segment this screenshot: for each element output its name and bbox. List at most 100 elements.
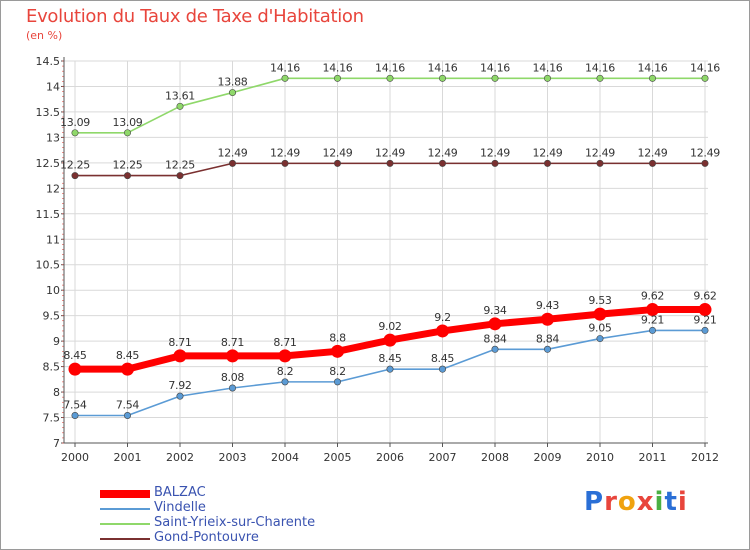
data-point-balzac (646, 303, 659, 317)
proxiti-logo: Proxiti (584, 487, 688, 517)
logo-letter: x (636, 487, 655, 517)
data-labels: 7.54 7.54 7.92 8.08 8.2 8.2 8.45 8.45 8.84 8.84 9.… (60, 61, 721, 411)
data-point-saint-yrieix-sur-charente (386, 74, 394, 82)
data-point-saint-yrieix-sur-charente (596, 74, 604, 82)
data-label-vindelle: 7.54 (63, 398, 87, 411)
data-label-vindelle: 8.2 (329, 365, 346, 378)
data-point-balzac (121, 362, 134, 376)
legend-item-saint-yrieix-sur-charente: Saint-Yrieix-sur-Charente (100, 515, 400, 532)
data-label-balzac: 9.02 (378, 320, 401, 333)
x-tick-label: 2003 (219, 451, 247, 464)
data-label-balzac: 9.53 (588, 294, 612, 307)
data-label-saint-yrieix-sur-charente: 14.16 (585, 61, 615, 74)
x-tick-label: 2010 (586, 451, 614, 464)
data-label-saint-yrieix-sur-charente: 13.88 (218, 76, 248, 89)
chart-subtitle: (en %) (26, 29, 63, 42)
data-label-saint-yrieix-sur-charente: 14.16 (323, 61, 353, 74)
data-point-vindelle (596, 335, 604, 343)
data-point-saint-yrieix-sur-charente (491, 74, 499, 82)
data-point-gond-pontouvre (596, 159, 604, 167)
data-label-gond-pontouvre: 12.49 (585, 146, 615, 159)
data-label-balzac: 8.8 (329, 331, 346, 344)
data-label-balzac: 9.62 (693, 290, 716, 303)
legend-label: Gond-Pontouvre (154, 530, 259, 545)
data-label-gond-pontouvre: 12.49 (690, 146, 720, 159)
data-point-saint-yrieix-sur-charente (124, 129, 132, 137)
y-tick-label: 12.5 (36, 157, 61, 170)
data-point-balzac (436, 324, 449, 338)
data-label-vindelle: 8.08 (221, 371, 245, 384)
x-tick-label: 2008 (481, 451, 509, 464)
data-label-balzac: 8.71 (221, 336, 244, 349)
data-point-vindelle (281, 378, 289, 386)
data-point-vindelle (386, 365, 394, 373)
data-label-gond-pontouvre: 12.49 (638, 146, 668, 159)
x-tick-label: 2006 (376, 451, 404, 464)
legend-label: Vindelle (154, 500, 206, 515)
data-label-gond-pontouvre: 12.49 (375, 146, 405, 159)
data-label-vindelle: 8.84 (536, 332, 560, 345)
legend-swatch (100, 523, 150, 525)
data-point-saint-yrieix-sur-charente (176, 102, 184, 110)
data-label-saint-yrieix-sur-charente: 13.09 (113, 116, 143, 129)
data-point-gond-pontouvre (281, 159, 289, 167)
y-tick-label: 11 (46, 233, 60, 246)
data-point-balzac (593, 307, 607, 321)
x-tick-label: 2005 (324, 451, 352, 464)
data-label-balzac: 9.43 (536, 299, 560, 312)
data-point-balzac (68, 362, 82, 376)
data-point-vindelle (648, 326, 656, 334)
data-point-vindelle (438, 365, 446, 373)
data-label-vindelle: 8.2 (277, 365, 294, 378)
legend-swatch (100, 538, 150, 540)
legend-item-vindelle: Vindelle (100, 500, 400, 517)
data-point-vindelle (229, 384, 237, 392)
data-point-balzac (173, 349, 187, 363)
data-point-balzac (383, 333, 397, 347)
logo-letter: o (617, 487, 637, 517)
data-label-saint-yrieix-sur-charente: 13.61 (165, 89, 195, 102)
data-label-gond-pontouvre: 12.49 (270, 146, 300, 159)
data-point-saint-yrieix-sur-charente (333, 74, 341, 82)
data-label-balzac: 9.2 (434, 311, 451, 324)
data-label-balzac: 8.71 (168, 336, 191, 349)
data-point-saint-yrieix-sur-charente (701, 74, 709, 82)
data-label-gond-pontouvre: 12.25 (60, 159, 90, 172)
data-label-balzac: 8.71 (273, 336, 296, 349)
x-tick-label: 2007 (429, 451, 457, 464)
data-point-vindelle (701, 326, 709, 334)
data-point-gond-pontouvre (491, 159, 499, 167)
logo-letter: t (664, 487, 678, 517)
legend-item-gond-pontouvre: Gond-Pontouvre (100, 530, 400, 547)
y-tick-label: 9 (53, 335, 60, 348)
data-point-saint-yrieix-sur-charente (229, 89, 237, 97)
data-label-vindelle: 8.84 (483, 332, 507, 345)
data-label-saint-yrieix-sur-charente: 14.16 (480, 61, 510, 74)
y-tick-label: 13.5 (36, 106, 61, 119)
data-point-vindelle (124, 411, 132, 419)
data-label-saint-yrieix-sur-charente: 14.16 (638, 61, 668, 74)
data-label-saint-yrieix-sur-charente: 14.16 (375, 61, 405, 74)
data-label-gond-pontouvre: 12.49 (428, 146, 458, 159)
y-tick-label: 14 (46, 80, 60, 93)
data-point-vindelle (176, 392, 184, 400)
data-label-vindelle: 8.45 (431, 352, 455, 365)
data-label-gond-pontouvre: 12.25 (165, 159, 195, 172)
data-point-vindelle (71, 411, 79, 419)
data-point-gond-pontouvre (176, 172, 184, 180)
data-label-gond-pontouvre: 12.49 (323, 146, 353, 159)
data-point-gond-pontouvre (648, 159, 656, 167)
x-tick-label: 2001 (114, 451, 142, 464)
y-tick-label: 8 (53, 386, 60, 399)
data-point-vindelle (543, 345, 551, 353)
data-point-gond-pontouvre (543, 159, 551, 167)
data-point-saint-yrieix-sur-charente (281, 74, 289, 82)
data-label-saint-yrieix-sur-charente: 14.16 (270, 61, 300, 74)
data-point-saint-yrieix-sur-charente (543, 74, 551, 82)
data-point-saint-yrieix-sur-charente (438, 74, 446, 82)
y-tick-label: 10 (46, 284, 60, 297)
data-label-saint-yrieix-sur-charente: 14.16 (428, 61, 458, 74)
legend-label: Saint-Yrieix-sur-Charente (154, 515, 316, 530)
data-point-gond-pontouvre (71, 172, 79, 180)
